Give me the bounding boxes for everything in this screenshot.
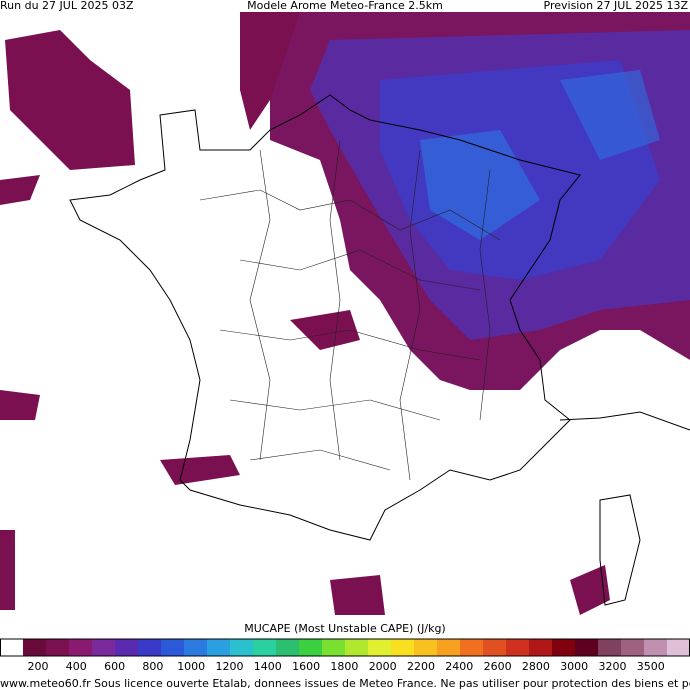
cape-area bbox=[560, 70, 660, 160]
colorbar-tick-label: 2800 bbox=[522, 660, 550, 673]
colorbar-tick-label: 2600 bbox=[484, 660, 512, 673]
cape-area bbox=[0, 530, 15, 610]
colorbar-swatch bbox=[437, 639, 461, 656]
department-borders bbox=[199, 139, 501, 481]
cape-area bbox=[330, 575, 385, 615]
colorbar-swatch bbox=[414, 639, 438, 656]
colorbar-swatch bbox=[184, 639, 208, 656]
colorbar-swatch bbox=[598, 639, 622, 656]
cape-area bbox=[5, 30, 135, 170]
colorbar-swatch bbox=[667, 639, 690, 656]
colorbar-swatch bbox=[253, 639, 277, 656]
colorbar-swatch bbox=[115, 639, 139, 656]
colorbar-swatch bbox=[299, 639, 323, 656]
colorbar-tick-label: 2000 bbox=[369, 660, 397, 673]
cape-area bbox=[0, 390, 40, 420]
colorbar-tick-label: 1600 bbox=[292, 660, 320, 673]
colorbar-swatch bbox=[575, 639, 599, 656]
colorbar-tick-label: 2200 bbox=[407, 660, 435, 673]
colorbar-swatch bbox=[460, 639, 484, 656]
colorbar-swatch bbox=[92, 639, 116, 656]
colorbar-swatch bbox=[276, 639, 300, 656]
colorbar-tick-label: 1400 bbox=[254, 660, 282, 673]
colorbar-tick-label: 3000 bbox=[560, 660, 588, 673]
colorbar-swatch bbox=[69, 639, 93, 656]
colorbar-tick-label: 2400 bbox=[445, 660, 473, 673]
colorbar-tick-label: 200 bbox=[28, 660, 49, 673]
colorbar-title: MUCAPE (Most Unstable CAPE) (J/kg) bbox=[244, 622, 445, 635]
colorbar-tick-label: 600 bbox=[104, 660, 125, 673]
colorbar-swatch bbox=[552, 639, 576, 656]
colorbar-swatch bbox=[0, 639, 24, 656]
coastline bbox=[559, 411, 690, 431]
colorbar: 200 400 600 800 1000 1200 1400 1600 1800 2000 2200… bbox=[0, 638, 690, 673]
forecast-label: Prevision 27 JUL 2025 13Z bbox=[544, 0, 689, 12]
colorbar-swatch bbox=[161, 639, 185, 656]
colorbar-swatch bbox=[23, 639, 47, 656]
footer: www.meteo60.fr Sous licence ouverte Etal… bbox=[0, 677, 690, 690]
corsica bbox=[599, 494, 641, 606]
cape-area bbox=[290, 310, 360, 350]
colorbar-swatch bbox=[529, 639, 553, 656]
colorbar-swatch bbox=[230, 639, 254, 656]
colorbar-swatch bbox=[621, 639, 645, 656]
colorbar-tick-label: 3500 bbox=[637, 660, 665, 673]
map bbox=[0, 12, 690, 615]
country-border bbox=[69, 94, 581, 541]
cape-area bbox=[160, 455, 240, 485]
colorbar-swatch bbox=[345, 639, 369, 656]
model-label: Modele Arome Meteo-France 2.5km bbox=[247, 0, 443, 12]
colorbar-tick-label: 400 bbox=[66, 660, 87, 673]
colorbar-swatch bbox=[46, 639, 70, 656]
colorbar-swatch bbox=[506, 639, 530, 656]
colorbar-tick-label: 800 bbox=[142, 660, 163, 673]
colorbar-swatch bbox=[391, 639, 415, 656]
colorbar-swatch bbox=[322, 639, 346, 656]
colorbar-tick-label: 1200 bbox=[216, 660, 244, 673]
cape-area bbox=[0, 175, 40, 205]
colorbar-tick-label: 3200 bbox=[599, 660, 627, 673]
run-label: Run du 27 JUL 2025 03Z bbox=[0, 0, 134, 12]
colorbar-swatch bbox=[207, 639, 231, 656]
colorbar-swatch bbox=[483, 639, 507, 656]
colorbar-tick-label: 1000 bbox=[177, 660, 205, 673]
colorbar-tick-label: 1800 bbox=[330, 660, 358, 673]
cape-area bbox=[570, 565, 610, 615]
colorbar-swatch bbox=[644, 639, 668, 656]
cape-area bbox=[420, 130, 540, 240]
colorbar-swatch bbox=[138, 639, 162, 656]
colorbar-swatch bbox=[368, 639, 392, 656]
